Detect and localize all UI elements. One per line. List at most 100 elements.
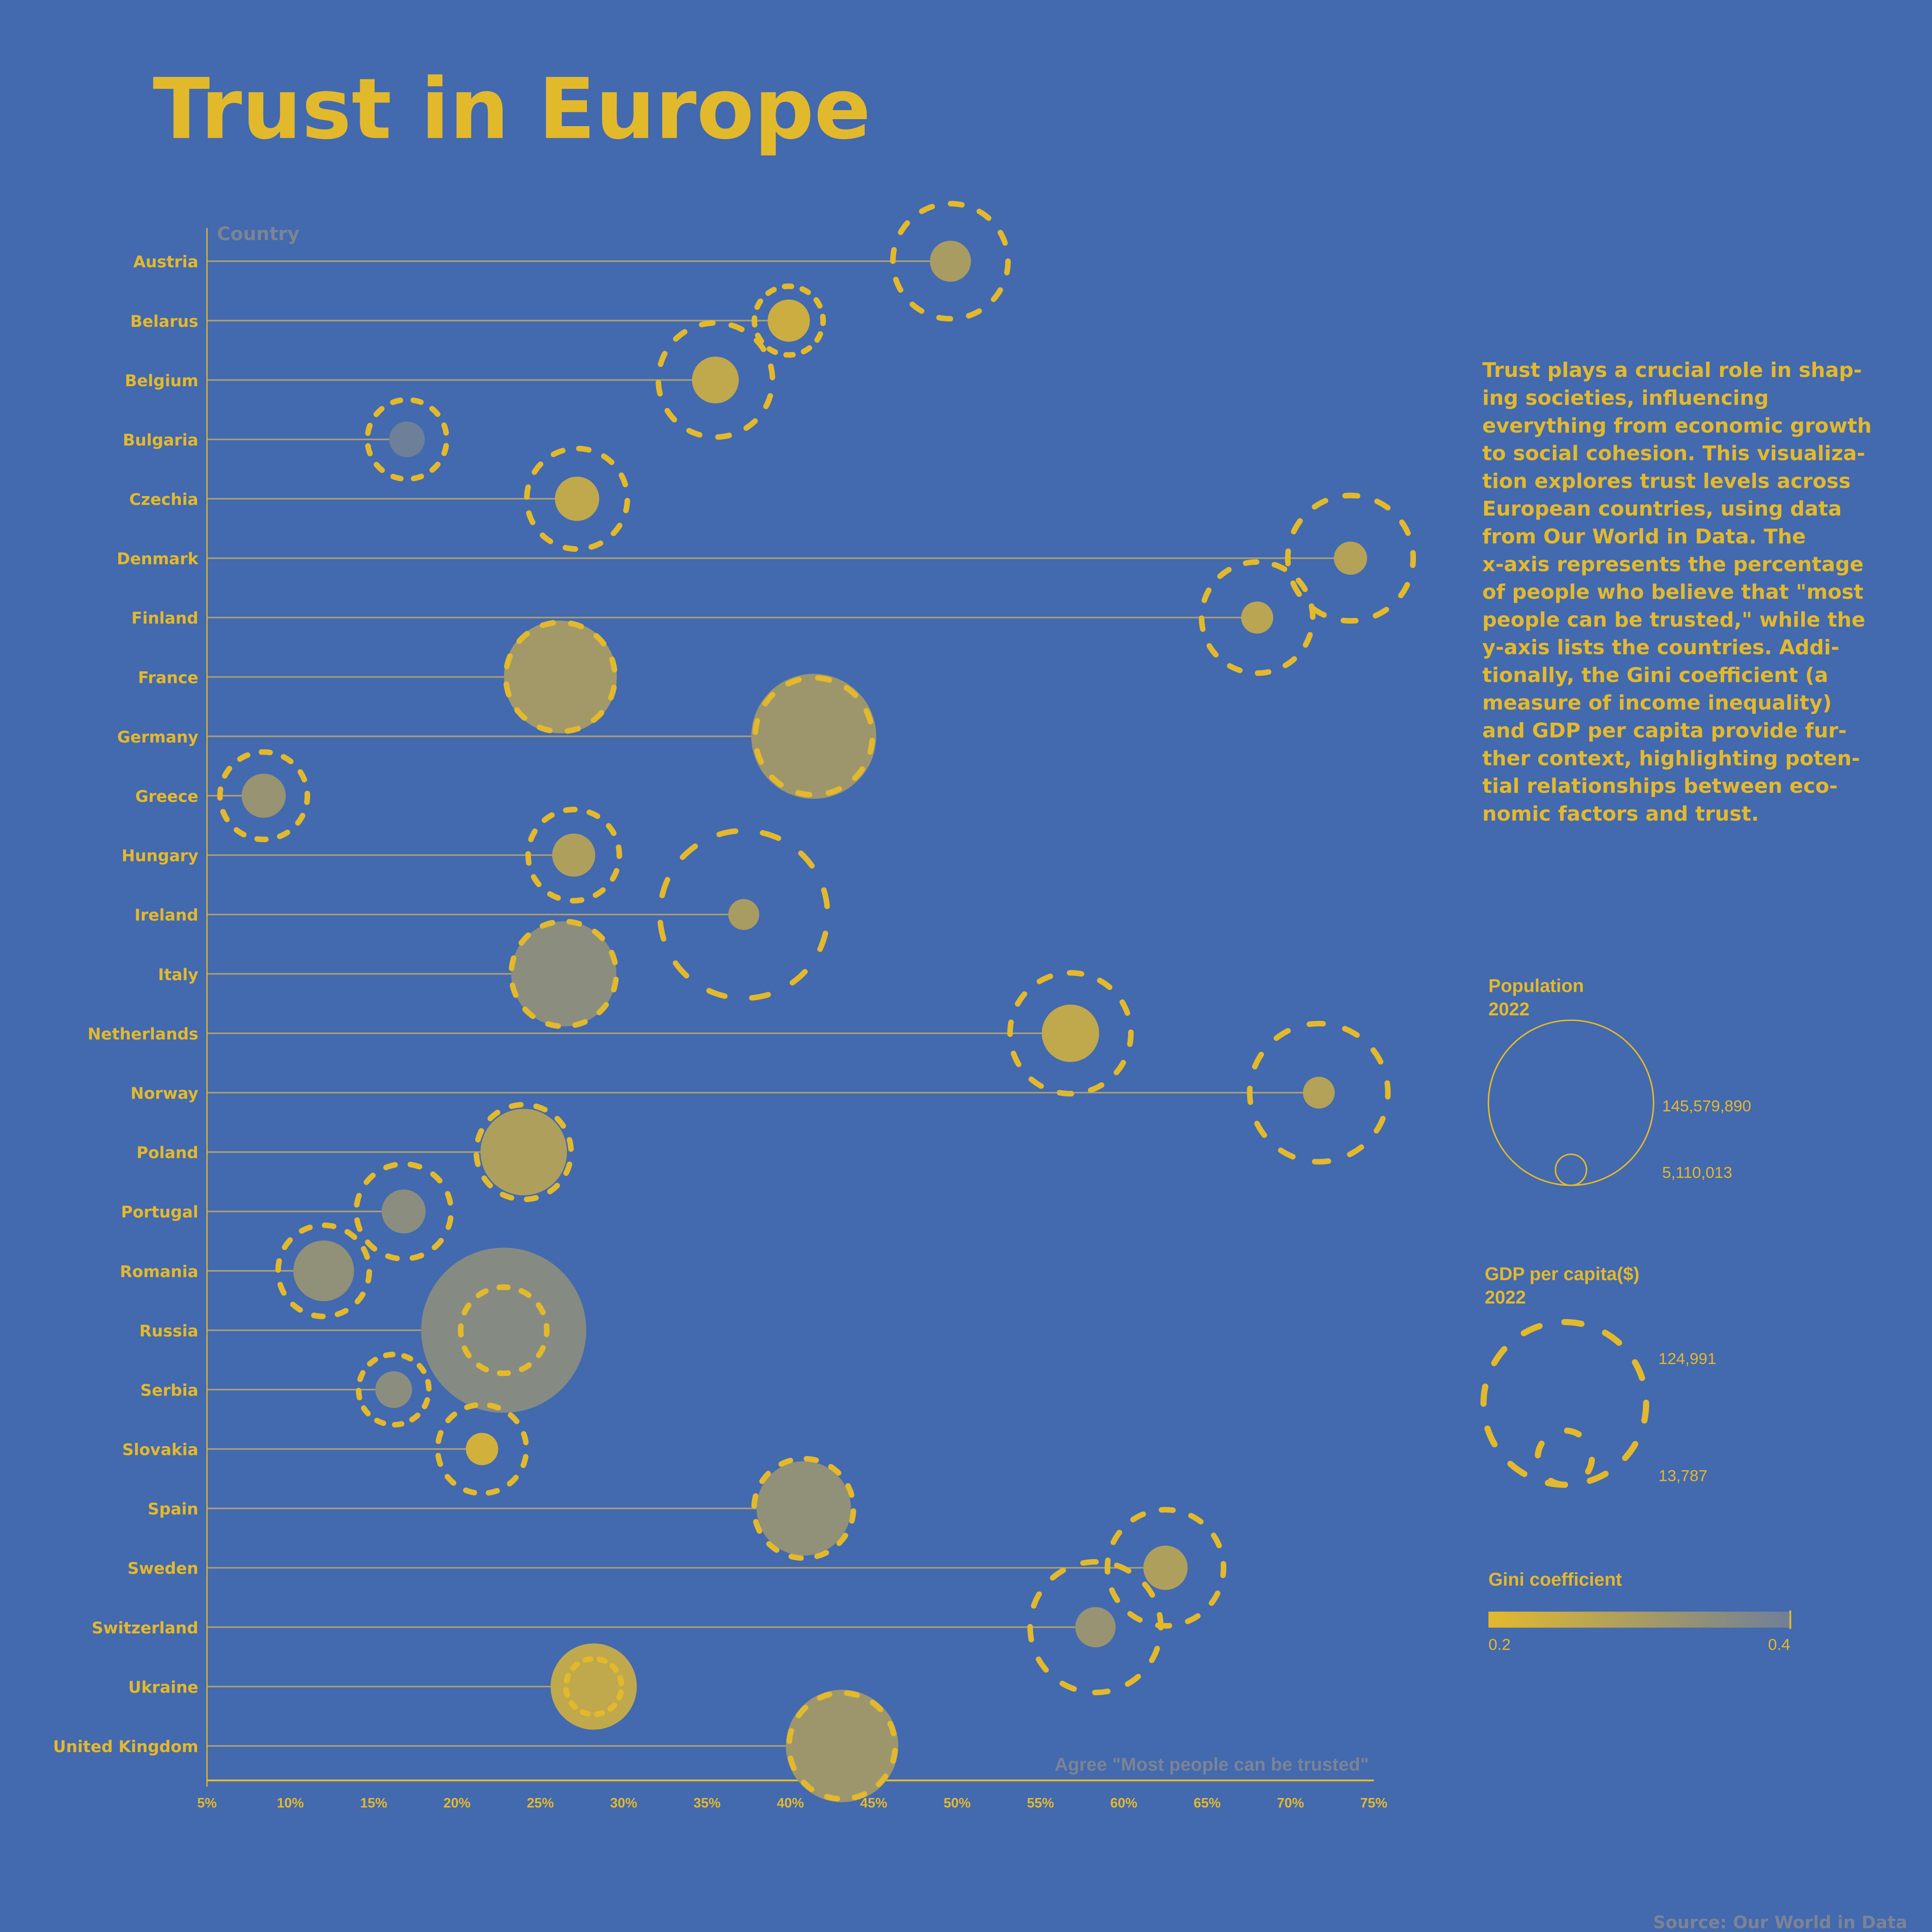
description: Trust plays a crucial role in shap-ing s… — [1482, 358, 1872, 826]
gdp-ring — [1285, 492, 1416, 624]
gdp-ring — [563, 1656, 625, 1717]
population-dot[interactable] — [751, 674, 876, 799]
gdp-ring — [1199, 559, 1316, 676]
country-row: Ireland — [134, 828, 830, 1001]
population-dot[interactable] — [756, 1461, 851, 1556]
x-axis-label: Agree "Most people can be trusted" — [1055, 1754, 1369, 1775]
country-label: Poland — [136, 1144, 198, 1162]
population-dot[interactable] — [1143, 1545, 1188, 1590]
population-dot[interactable] — [1041, 1004, 1099, 1062]
description-line: to social cohesion. This visualiza- — [1482, 442, 1865, 465]
population-dot[interactable] — [480, 1109, 567, 1196]
gdp-ring — [508, 918, 619, 1029]
country-label: France — [138, 669, 198, 687]
country-row: Poland — [136, 1102, 574, 1202]
population-dot[interactable] — [1333, 542, 1367, 575]
gini-legend-title: Gini coefficient — [1488, 1569, 1622, 1590]
x-tick-label: 10% — [277, 1796, 304, 1811]
population-dot[interactable] — [1075, 1607, 1116, 1648]
gdp-legend-min-ring — [1534, 1427, 1595, 1488]
country-row: Russia — [139, 1248, 587, 1413]
x-ticks: 5% 10% 15% 20% 25% 30% 35% 40% 45% 50% 55% 60% 65% 70… — [197, 1796, 1387, 1811]
population-dot[interactable] — [555, 476, 599, 521]
country-row: Norway — [131, 1020, 1391, 1165]
population-dot[interactable] — [375, 1371, 412, 1408]
population-dot[interactable] — [382, 1189, 426, 1234]
gdp-legend-min-label: 13,787 — [1658, 1467, 1708, 1485]
country-row: Ukraine — [128, 1643, 637, 1730]
x-tick-label: 45% — [860, 1796, 887, 1811]
country-row: Sweden — [128, 1507, 1226, 1629]
population-dot[interactable] — [767, 300, 810, 342]
population-dot[interactable] — [692, 357, 739, 404]
gini-legend-min-label: 0.2 — [1488, 1636, 1511, 1653]
country-label: Germany — [117, 728, 198, 746]
gdp-ring — [1247, 1020, 1391, 1165]
country-row: Italy — [158, 918, 619, 1029]
description-line: European countries, using data — [1482, 497, 1842, 521]
population-dot[interactable] — [465, 1433, 498, 1466]
population-dot[interactable] — [389, 421, 425, 458]
population-dot[interactable] — [728, 899, 759, 930]
x-tick-label: 65% — [1193, 1796, 1221, 1811]
population-dot[interactable] — [552, 833, 595, 877]
y-axis-label: Country — [217, 223, 300, 245]
description-line: tial relationships between eco- — [1482, 774, 1838, 798]
gdp-legend-title: GDP per capita($) — [1485, 1264, 1639, 1284]
country-row: Belarus — [130, 283, 826, 358]
country-row: Austria — [133, 201, 1011, 322]
population-dot[interactable] — [511, 921, 617, 1027]
country-label: Russia — [139, 1322, 198, 1340]
country-row: Romania — [120, 1222, 372, 1320]
gdp-ring — [752, 675, 875, 798]
description-line: of people who believe that "most — [1482, 580, 1863, 604]
country-label: Serbia — [140, 1381, 198, 1400]
x-tick-label: 20% — [444, 1796, 471, 1811]
page-title: Trust in Europe — [153, 60, 871, 158]
gdp-ring — [435, 1402, 529, 1496]
description-line: measure of income inequality) — [1482, 691, 1832, 715]
population-dot[interactable] — [1303, 1077, 1335, 1109]
description-line: ther context, highlighting poten- — [1482, 746, 1860, 770]
gdp-ring — [458, 1284, 550, 1376]
gdp-ring — [356, 1352, 432, 1428]
country-label: Hungary — [121, 847, 198, 866]
gdp-legend-max-label: 124,991 — [1658, 1350, 1716, 1368]
gdp-ring — [353, 1161, 454, 1262]
population-dot[interactable] — [786, 1690, 899, 1802]
x-tick-label: 70% — [1277, 1796, 1304, 1811]
country-label: Romania — [120, 1262, 198, 1281]
country-row: Slovakia — [122, 1402, 529, 1496]
country-rows: Austria Belarus Belgium Bulgaria Czechia Denm… — [53, 201, 1416, 1802]
country-row: France — [138, 619, 618, 734]
country-label: Netherlands — [88, 1025, 198, 1044]
country-row: Greece — [135, 749, 310, 842]
x-tick-label: 50% — [944, 1796, 971, 1811]
population-legend-min-circle — [1555, 1153, 1588, 1186]
population-dot[interactable] — [1241, 601, 1274, 634]
country-row: Switzerland — [92, 1559, 1164, 1696]
country-row: Hungary — [121, 807, 622, 904]
gdp-ring — [364, 397, 450, 482]
population-dot[interactable] — [930, 241, 971, 282]
population-dot[interactable] — [242, 773, 286, 818]
country-label: Ukraine — [128, 1678, 198, 1697]
population-legend-year: 2022 — [1488, 999, 1530, 1020]
population-dot[interactable] — [504, 620, 617, 733]
population-dot[interactable] — [550, 1643, 637, 1730]
x-tick-label: 15% — [360, 1796, 388, 1811]
country-label: Italy — [158, 966, 198, 984]
country-label: Slovakia — [122, 1441, 198, 1460]
country-row: Belgium — [125, 320, 776, 440]
source-note: Source: Our World in Data — [1653, 1912, 1907, 1932]
gdp-ring — [655, 320, 776, 440]
population-dot[interactable] — [293, 1240, 354, 1301]
population-dot[interactable] — [421, 1248, 587, 1413]
gdp-ring — [1104, 1507, 1226, 1629]
gdp-ring — [217, 749, 310, 842]
gdp-ring — [1007, 970, 1134, 1097]
x-tick-label: 60% — [1110, 1796, 1138, 1811]
country-row: United Kingdom — [53, 1690, 899, 1802]
